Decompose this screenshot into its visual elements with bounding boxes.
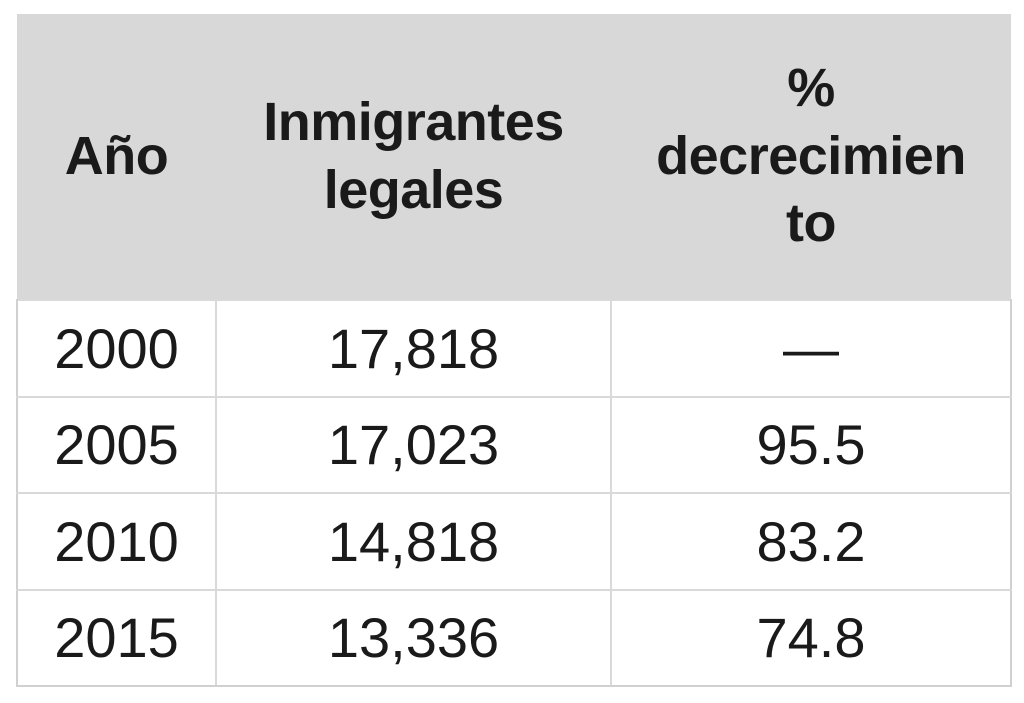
header-immigrants: Inmigrantes legales bbox=[216, 14, 611, 300]
cell-percent: 74.8 bbox=[610, 588, 1012, 687]
cell-immigrants: 17,023 bbox=[215, 395, 612, 494]
table-row: 2010 14,818 83.2 bbox=[16, 492, 1012, 591]
table-body: 2000 17,818 — 2005 17,023 95.5 2010 14,8… bbox=[16, 299, 1012, 687]
table-row: 2015 13,336 74.8 bbox=[16, 588, 1012, 687]
cell-percent: 83.2 bbox=[610, 492, 1012, 591]
cell-immigrants: 14,818 bbox=[215, 492, 612, 591]
cell-immigrants: 17,818 bbox=[215, 299, 612, 398]
table-header: Año Inmigrantes legales % decrecimien to bbox=[17, 14, 1011, 300]
cell-percent: — bbox=[610, 299, 1012, 398]
header-row: Año Inmigrantes legales % decrecimien to bbox=[17, 14, 1011, 300]
table-row: 2005 17,023 95.5 bbox=[16, 395, 1012, 494]
cell-percent: 95.5 bbox=[610, 395, 1012, 494]
header-year: Año bbox=[17, 14, 216, 300]
immigration-table: Año Inmigrantes legales % decrecimien to… bbox=[16, 14, 1012, 687]
table-row: 2000 17,818 — bbox=[16, 299, 1012, 398]
table-frame: Año Inmigrantes legales % decrecimien to… bbox=[16, 14, 1012, 687]
header-percent: % decrecimien to bbox=[611, 14, 1011, 300]
cell-year: 2000 bbox=[16, 299, 217, 398]
cell-year: 2015 bbox=[16, 588, 217, 687]
cell-year: 2005 bbox=[16, 395, 217, 494]
cell-year: 2010 bbox=[16, 492, 217, 591]
cell-immigrants: 13,336 bbox=[215, 588, 612, 687]
